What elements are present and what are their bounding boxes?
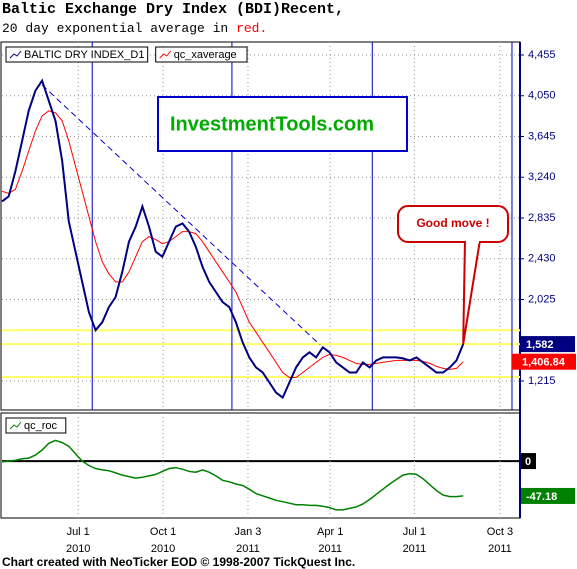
legend-swatch: [9, 50, 22, 59]
y-tick-label: 3,645: [528, 130, 556, 142]
legend-box: [5, 46, 149, 63]
trendline: [41, 84, 321, 346]
watermark-box: [157, 96, 408, 152]
x-tick-label: Oct 1: [150, 526, 176, 538]
x-tick-year: 2010: [66, 543, 90, 555]
legend-item: qc_xaverage: [155, 46, 248, 63]
x-tick-label: Jul 1: [67, 526, 90, 538]
x-tick-label: Apr 1: [317, 526, 343, 538]
y-tick-label: 4,050: [528, 90, 556, 102]
x-tick-year: 2011: [488, 543, 512, 555]
x-tick-year: 2010: [151, 543, 175, 555]
legend-box: [155, 46, 248, 63]
y-tick-tag: [521, 453, 536, 470]
y-tick-label: 2,025: [528, 293, 556, 305]
y-tick-label: 3,240: [528, 171, 556, 183]
legend-item: BALTIC DRY INDEX_D1: [5, 46, 149, 63]
roc-panel: [0, 412, 521, 519]
y-tick-label: 2,835: [528, 212, 556, 224]
end-label: 1,406.84: [522, 357, 566, 369]
x-tick-label: Jul 1: [403, 526, 426, 538]
legend-label: BALTIC DRY INDEX_D1: [24, 49, 144, 61]
x-tick-year: 2011: [403, 543, 427, 555]
series-line: [1, 78, 465, 400]
y-tick-label: 2,430: [528, 253, 556, 265]
end-label: -47.18: [526, 491, 557, 503]
y-tick-label: 4,455: [528, 49, 556, 61]
legend-label: qc_xaverage: [174, 49, 237, 61]
plot-layer: 1,215 2,025 2,430 2,835 3,240 3,645 4,050 4,455…: [1, 42, 576, 555]
footer: Chart created with NeoTicker EOD © 1998-…: [2, 555, 355, 569]
end-label: 1,582: [526, 339, 554, 351]
series-line: [1, 110, 464, 378]
callout-text: Good move !: [416, 216, 489, 230]
legend-swatch: [9, 421, 22, 430]
x-tick-year: 2011: [318, 543, 342, 555]
legend-swatch: [159, 50, 172, 59]
legend-item: qc_roc: [5, 417, 67, 434]
legend-box: [5, 417, 67, 434]
callout-cover: [466, 238, 479, 243]
x-tick-label: Jan 3: [235, 526, 262, 538]
x-tick-year: 2011: [236, 543, 260, 555]
end-tag: [521, 487, 575, 504]
x-tick-label: Oct 3: [487, 526, 513, 538]
series-line: [1, 439, 464, 511]
chart-subtitle: 20 day exponential average in red.: [2, 21, 267, 36]
watermark: InvestmentTools.com: [170, 113, 374, 135]
subtitle-text: 20 day exponential average in: [2, 21, 228, 36]
y-tick-label: 1,215: [528, 375, 556, 387]
y-tick-label: 0: [525, 456, 531, 468]
callout-box: [397, 205, 509, 243]
legend-label: qc_roc: [24, 420, 58, 432]
subtitle-highlight: red.: [236, 21, 267, 36]
end-tag: [521, 336, 575, 353]
end-tag: [512, 353, 576, 370]
chart-title: Baltic Exchange Dry Index (BDI)Recent,: [2, 1, 344, 18]
